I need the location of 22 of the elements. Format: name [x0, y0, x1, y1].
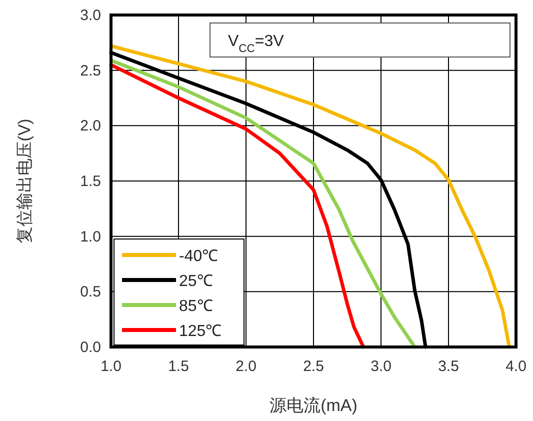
y-tick-label: 1.5 — [80, 173, 101, 190]
x-tick-label: 2.0 — [236, 358, 256, 375]
x-tick-label: 2.5 — [303, 358, 324, 375]
x-tick-label: 3.5 — [438, 358, 459, 375]
y-tick-label: 2.5 — [80, 62, 101, 80]
x-axis-title: 源电流(mA) — [270, 396, 358, 415]
legend-label: 125℃ — [179, 323, 222, 340]
x-tick-label: 4.0 — [506, 358, 526, 375]
y-tick-label: 1.0 — [80, 228, 101, 246]
y-tick-label: 2.0 — [80, 118, 101, 135]
y-axis-title: 复位输出电压(V) — [15, 118, 34, 244]
x-tick-label: 1.0 — [100, 358, 122, 375]
annotation: V$_{CC}$=3V — [228, 33, 284, 55]
x-tick-label: 1.5 — [168, 358, 189, 375]
y-tick-label: 0.5 — [80, 284, 101, 301]
legend-label: 25℃ — [179, 273, 213, 290]
legend-label: 85℃ — [179, 298, 213, 315]
x-tick-label: 3.0 — [370, 358, 392, 375]
y-tick-label: 3.0 — [80, 7, 101, 24]
legend-label: -40℃ — [179, 248, 218, 265]
line-series — [109, 63, 366, 349]
y-tick-label: 0.0 — [80, 339, 101, 356]
